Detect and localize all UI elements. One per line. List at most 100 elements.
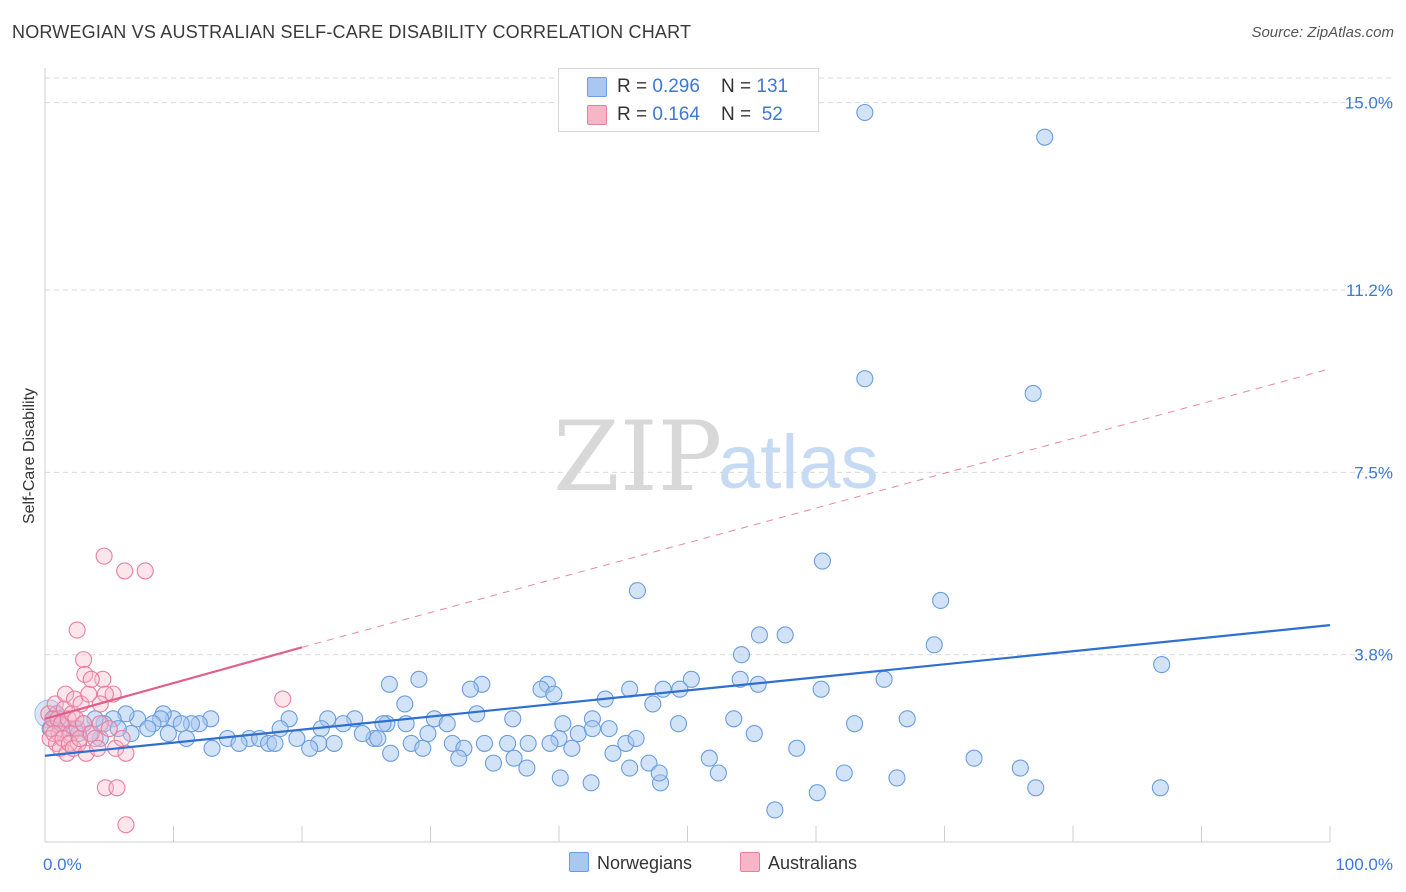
data-point	[271, 720, 289, 738]
data-point	[45, 725, 63, 743]
data-point	[116, 562, 134, 580]
data-point	[644, 695, 662, 713]
data-point	[671, 680, 689, 698]
data-point	[627, 729, 645, 748]
data-point	[136, 562, 154, 580]
australians-swatch	[587, 105, 607, 125]
data-point	[888, 769, 906, 787]
x-tick-label: 0.0%	[43, 855, 82, 874]
data-point	[450, 749, 468, 767]
data-point	[583, 720, 601, 738]
gridlines	[45, 77, 1395, 656]
x-tick-label: 100.0%	[1335, 855, 1393, 874]
data-point	[419, 725, 437, 743]
data-point	[117, 816, 135, 834]
data-point	[1153, 656, 1171, 674]
data-point	[654, 680, 672, 698]
data-point	[551, 769, 569, 787]
norwegians-swatch	[569, 852, 589, 872]
data-point	[788, 739, 806, 757]
data-point	[1024, 384, 1042, 403]
data-point	[965, 749, 983, 767]
legend-item-norwegians[interactable]: Norwegians	[569, 852, 692, 874]
data-point	[94, 670, 112, 688]
chart-title: NORWEGIAN VS AUSTRALIAN SELF-CARE DISABI…	[12, 22, 692, 42]
data-point	[766, 801, 784, 819]
data-point	[1027, 779, 1045, 797]
legend-item-australians[interactable]: Australians	[740, 852, 857, 874]
data-point	[812, 680, 830, 698]
data-point	[898, 710, 916, 728]
r-label: R =	[617, 104, 653, 125]
correlation-legend: R = 0.296 N = 131 R = 0.164 N = 52	[558, 68, 819, 132]
data-point	[545, 685, 563, 703]
data-point	[518, 759, 536, 777]
y-tick-label: 7.5%	[1354, 463, 1393, 482]
watermark: ZIP atlas	[553, 401, 879, 513]
n-label: N =	[721, 104, 757, 125]
y-tick-label: 15.0%	[1345, 94, 1393, 113]
data-point	[382, 744, 400, 762]
data-point	[856, 370, 874, 388]
data-point	[461, 680, 479, 698]
data-point	[1151, 779, 1169, 797]
data-point	[230, 734, 248, 752]
data-point	[68, 621, 86, 639]
australians-trend-extension	[301, 368, 1331, 648]
data-point	[628, 582, 646, 600]
data-point	[100, 720, 118, 738]
data-point	[835, 764, 853, 782]
data-point	[640, 754, 658, 772]
data-point	[369, 729, 387, 748]
data-point	[75, 651, 93, 669]
data-point	[845, 715, 864, 733]
trend-lines	[44, 368, 1331, 757]
norwegians-swatch	[587, 77, 607, 97]
data-point	[731, 670, 749, 688]
data-point	[438, 715, 456, 733]
legend-label: Norwegians	[597, 853, 693, 873]
data-point	[621, 759, 639, 777]
axes	[44, 68, 1331, 843]
data-point	[725, 710, 743, 728]
data-point	[875, 670, 893, 688]
data-point	[139, 720, 157, 738]
data-point	[484, 754, 503, 772]
data-point	[301, 739, 319, 757]
data-point	[554, 715, 572, 733]
data-point	[505, 749, 523, 767]
watermark-zip: ZIP	[553, 401, 722, 513]
legend-row-australians: R = 0.164 N = 52	[559, 101, 818, 129]
data-point	[569, 725, 587, 743]
data-point	[113, 729, 131, 748]
chart-source: Source: ZipAtlas.com	[1251, 24, 1394, 41]
data-point	[700, 749, 718, 767]
data-point	[745, 725, 763, 743]
data-point	[541, 734, 559, 752]
data-point	[776, 626, 794, 644]
legend-label: Australians	[768, 853, 858, 873]
data-point	[1036, 128, 1054, 146]
data-point	[604, 744, 622, 762]
data-point	[808, 784, 826, 802]
r-value: 0.164	[652, 104, 700, 125]
data-point	[925, 636, 943, 654]
data-point	[519, 734, 537, 752]
data-point	[46, 695, 64, 713]
data-point	[650, 764, 668, 782]
data-point	[374, 715, 392, 733]
y-tick-labels: 3.8% 7.5% 11.2% 15.0%	[1345, 94, 1393, 665]
data-point	[682, 670, 700, 688]
data-point	[95, 547, 113, 565]
data-point	[669, 715, 688, 733]
data-point	[563, 739, 581, 757]
data-point	[396, 695, 414, 713]
data-point	[334, 715, 352, 733]
australians-points	[40, 547, 292, 834]
data-point	[468, 705, 486, 723]
data-point	[159, 725, 177, 743]
data-point	[504, 710, 522, 728]
data-point	[380, 675, 398, 693]
legend-row-norwegians: R = 0.296 N = 131	[559, 73, 818, 101]
data-point	[582, 774, 600, 792]
